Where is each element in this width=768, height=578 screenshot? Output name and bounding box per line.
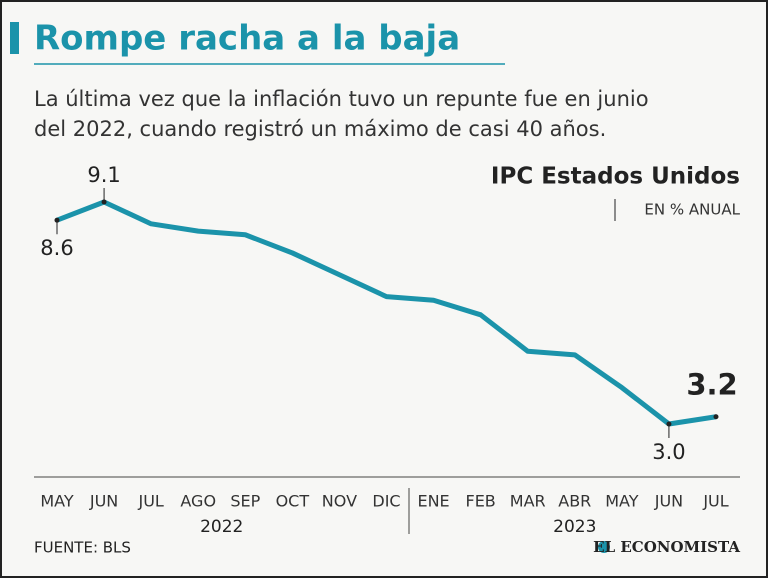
year-label: 2022: [200, 517, 243, 537]
chart-subtitle: EN % ANUAL: [644, 201, 740, 219]
title-accent: [10, 22, 19, 54]
x-tick-label: JUL: [702, 492, 728, 511]
year-label: 2023: [553, 517, 596, 537]
x-tick-label: NOV: [322, 492, 357, 511]
title: Rompe racha a la baja: [34, 19, 460, 59]
subtitle-line: del 2022, cuando registró un máximo de c…: [34, 117, 606, 141]
x-tick-label: JUL: [137, 492, 163, 511]
brand: EL ECONOMISTA: [593, 538, 740, 556]
x-tick-label: ENE: [417, 492, 449, 511]
value-label: 9.1: [87, 163, 120, 187]
value-label: 3.0: [652, 440, 685, 464]
x-tick-label: AGO: [180, 492, 216, 511]
subtitle-line: La última vez que la inflación tuvo un r…: [34, 87, 649, 111]
value-label: 8.6: [40, 236, 73, 260]
x-tick-label: OCT: [276, 492, 310, 511]
source: FUENTE: BLS: [34, 539, 131, 557]
x-tick-label: JUN: [89, 492, 118, 511]
x-tick-label: SEP: [230, 492, 260, 511]
brand-logo: [598, 541, 610, 553]
x-tick-label: MAY: [605, 492, 639, 511]
x-tick-label: JUN: [654, 492, 683, 511]
x-tick-label: FEB: [465, 492, 495, 511]
line: [56, 199, 717, 427]
x-tick-label: MAY: [40, 492, 74, 511]
chart-title: IPC Estados Unidos: [491, 164, 740, 190]
x-tick-label: ABR: [558, 492, 591, 511]
point: [713, 414, 719, 420]
x-tick-label: MAR: [510, 492, 546, 511]
value-label: 3.2: [686, 368, 737, 402]
x-tick-label: DIC: [372, 492, 400, 511]
